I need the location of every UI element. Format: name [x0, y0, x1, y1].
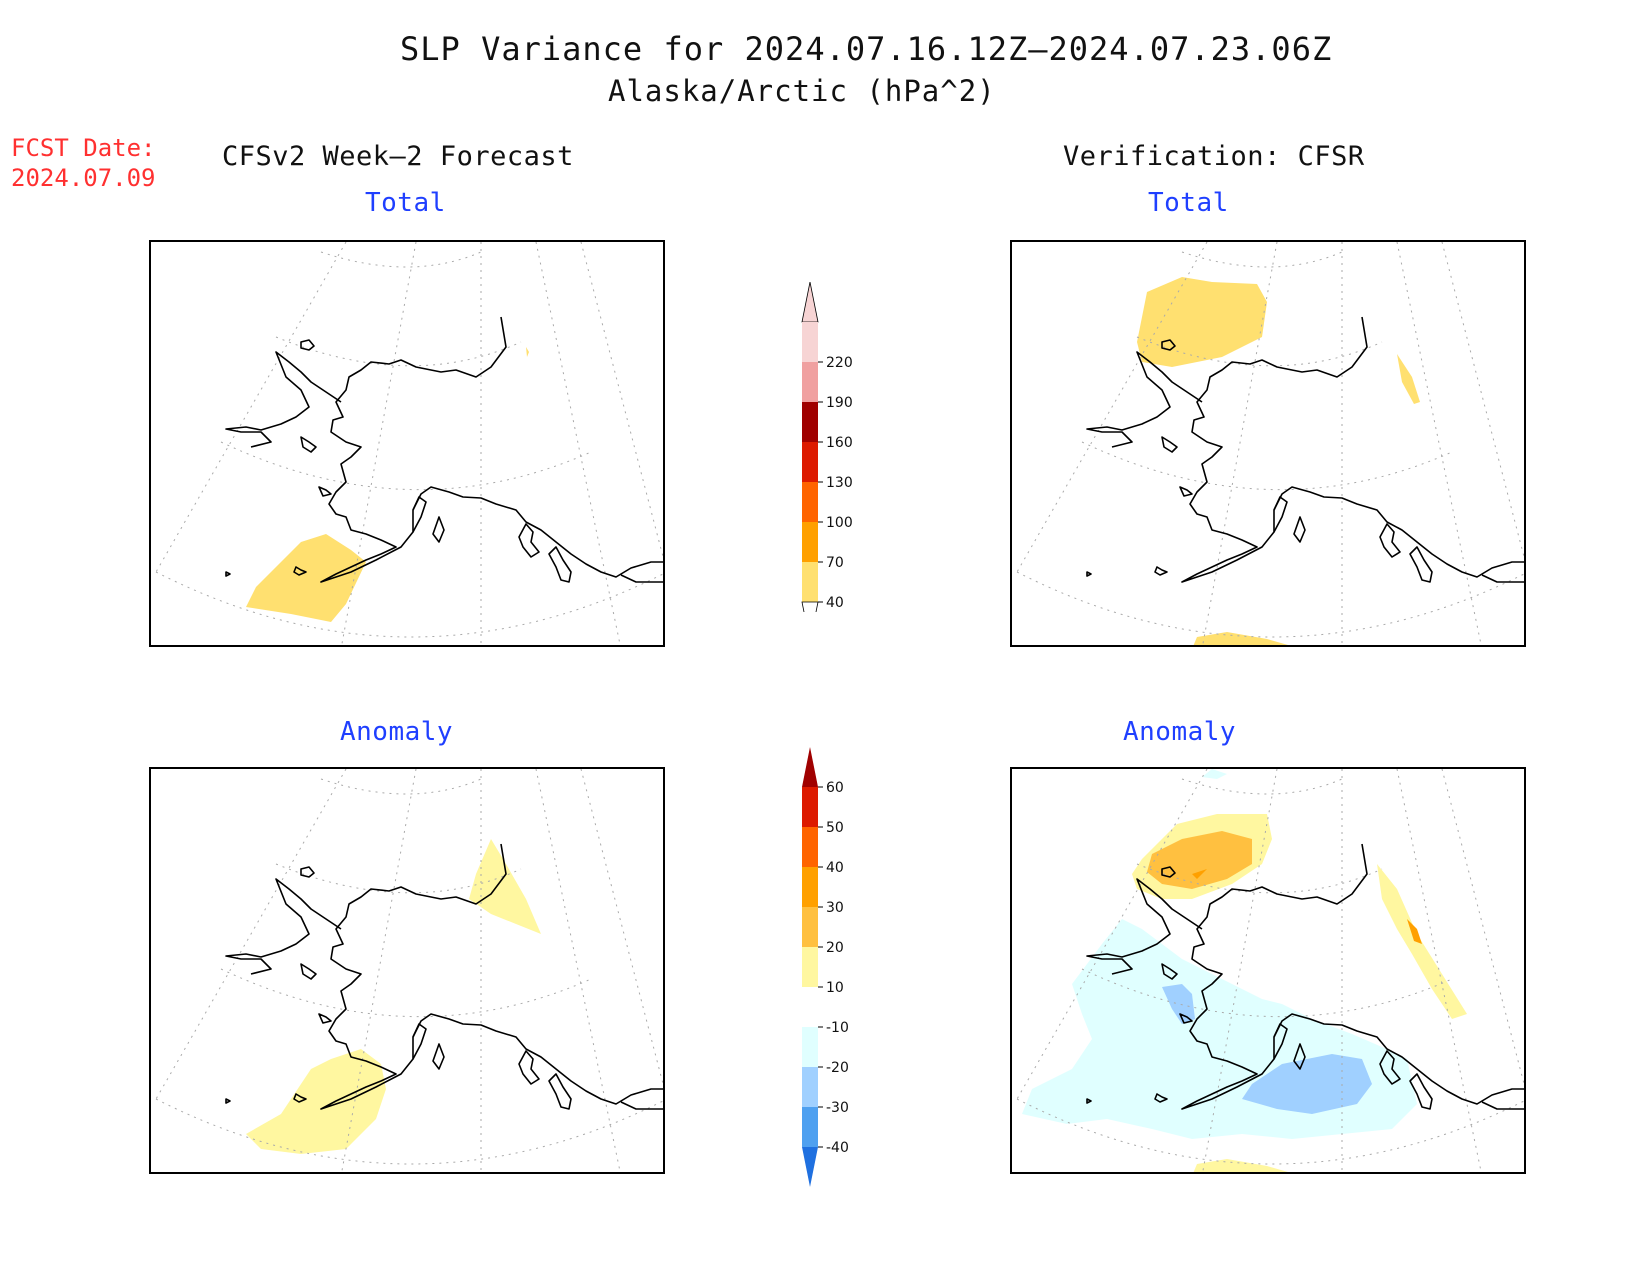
anomaly-shade [1192, 869, 1207, 879]
anomaly-shade [1022, 919, 1417, 1139]
colorbar-bottom-arrow [801, 601, 819, 612]
anomaly-shade [1377, 864, 1467, 1019]
variance-shade [1137, 277, 1267, 367]
anomaly-shade [1162, 984, 1195, 1024]
colorbar-tick-label: 100 [826, 515, 853, 531]
verification-column-title: Verification: CFSR [1063, 141, 1365, 172]
anomaly-shade [469, 839, 541, 934]
colorbar-tick-label: 60 [826, 780, 844, 796]
colorbar-tick-label: -30 [826, 1100, 849, 1116]
subtitle: Alaska/Arctic (hPa^2) [608, 74, 996, 108]
colorbar-swatch [802, 1067, 818, 1107]
map-forecast-anomaly [149, 767, 665, 1174]
anomaly-shade [1193, 1159, 1288, 1172]
fcst-date-value: 2024.07.09 [11, 164, 156, 192]
colorbar-swatch [802, 827, 818, 867]
colorbar-tick-label: 50 [826, 820, 844, 836]
colorbar-tick-label: 220 [826, 355, 853, 371]
colorbar-swatch [802, 562, 818, 602]
anomaly-shade [1202, 769, 1227, 779]
variance-shade [246, 534, 366, 622]
colorbar-tick-label: 70 [826, 555, 844, 571]
map-verification-total [1010, 240, 1526, 647]
panel-title-bottom-left: Anomaly [340, 717, 454, 747]
colorbar-swatch [802, 867, 818, 907]
colorbar-tick-label: 10 [826, 980, 844, 996]
colorbar-swatch [802, 402, 818, 442]
anomaly-shade [1242, 1054, 1372, 1114]
colorbar-swatch [802, 987, 818, 1027]
colorbar-tick-label: 30 [826, 900, 844, 916]
colorbar-swatch [802, 787, 818, 827]
fcst-date-label: FCST Date: [11, 134, 156, 162]
colorbar-tick-label: 190 [826, 395, 853, 411]
colorbar-anomaly: 60 50 40 30 20 10 -10 -20 -30 -40 [802, 747, 849, 1187]
colorbar-tick-label: -10 [826, 1020, 849, 1036]
anomaly-shade [1407, 919, 1422, 944]
colorbar-top-arrow [801, 282, 819, 323]
map-verification-anomaly [1010, 767, 1526, 1174]
colorbar-swatch [802, 482, 818, 522]
colorbar-tick-label: 40 [826, 860, 844, 876]
colorbar-swatch [802, 362, 818, 402]
main-title: SLP Variance for 2024.07.16.12Z—2024.07.… [400, 30, 1333, 68]
colorbar-bottom-arrow [802, 1147, 818, 1187]
colorbar-swatch [802, 522, 818, 562]
colorbar-tick-label: -20 [826, 1060, 849, 1076]
panel-title-bottom-right: Anomaly [1123, 717, 1237, 747]
anomaly-shade [246, 1049, 386, 1154]
colorbar-tick-label: 20 [826, 940, 844, 956]
forecast-column-title: CFSv2 Week—2 Forecast [222, 141, 574, 172]
colorbar-tick-label: 160 [826, 435, 853, 451]
colorbar-total: 220 190 160 130 100 70 40 [801, 282, 853, 612]
colorbar-top-arrow [802, 747, 818, 787]
panel-title-top-left: Total [365, 188, 446, 218]
colorbar-swatch [802, 322, 818, 362]
variance-shade [1193, 632, 1288, 645]
variance-shade [526, 347, 529, 357]
colorbar-swatch [802, 1027, 818, 1067]
variance-shade [1397, 354, 1420, 404]
colorbar-tick-label: 40 [826, 595, 844, 611]
colorbar-swatch [802, 442, 818, 482]
colorbar-swatch [802, 1107, 818, 1147]
colorbar-swatch [802, 947, 818, 987]
colorbar-tick-label: 130 [826, 475, 853, 491]
colorbar-tick-label: -40 [826, 1140, 849, 1156]
map-forecast-total [149, 240, 665, 647]
panel-title-top-right: Total [1148, 188, 1229, 218]
colorbar-swatch [802, 907, 818, 947]
